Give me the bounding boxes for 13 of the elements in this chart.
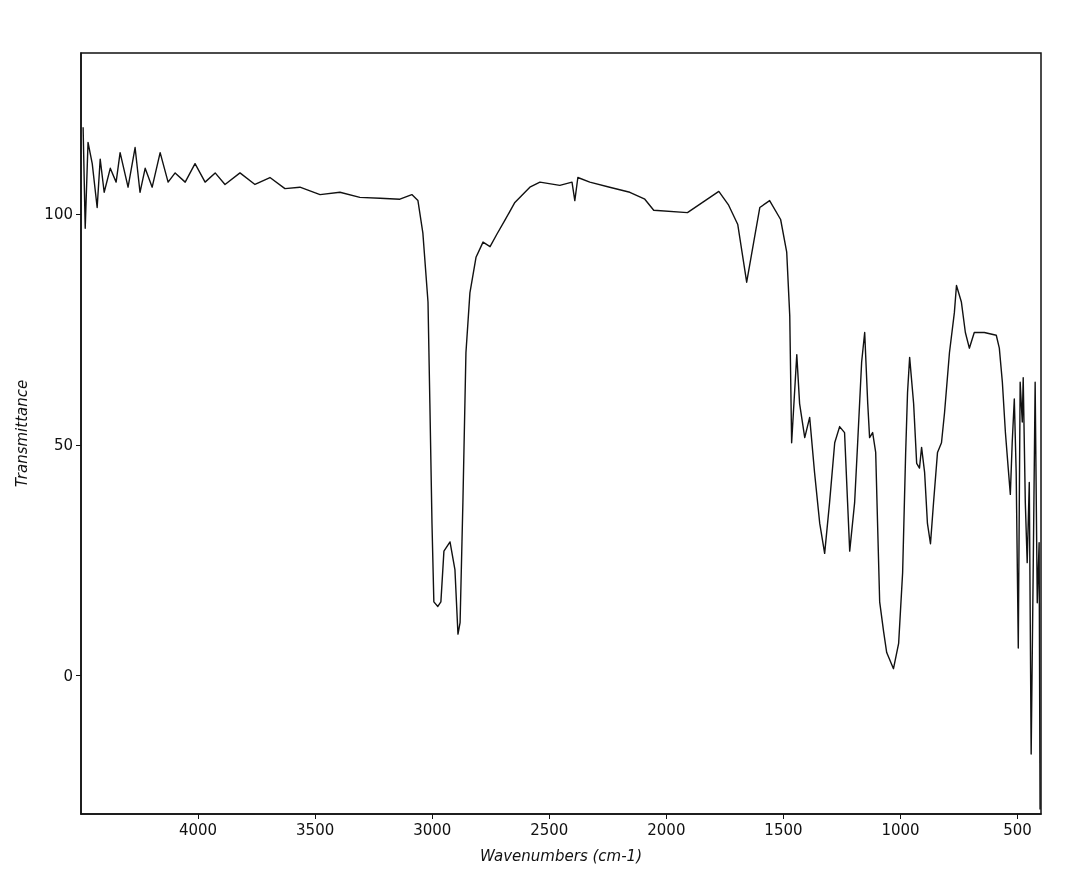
x-tick-label: 3000 [413, 820, 452, 839]
x-tick-label: 4000 [178, 820, 218, 839]
x-tick-label: 1000 [881, 820, 920, 839]
x-axis-title: Wavenumbers (cm-1) [480, 846, 642, 865]
x-tick-label: 2500 [530, 820, 569, 839]
x-tick-label: 3500 [296, 820, 335, 839]
x-tick-label: 2000 [647, 820, 686, 839]
x-tick-label: 500 [1003, 820, 1032, 839]
y-axis-title: Transmittance [12, 379, 31, 488]
y-tick-label: 0 [63, 666, 73, 685]
y-tick-label: 50 [53, 436, 73, 455]
x-tick-label: 1500 [764, 820, 803, 839]
y-tick-label: 100 [44, 205, 73, 224]
